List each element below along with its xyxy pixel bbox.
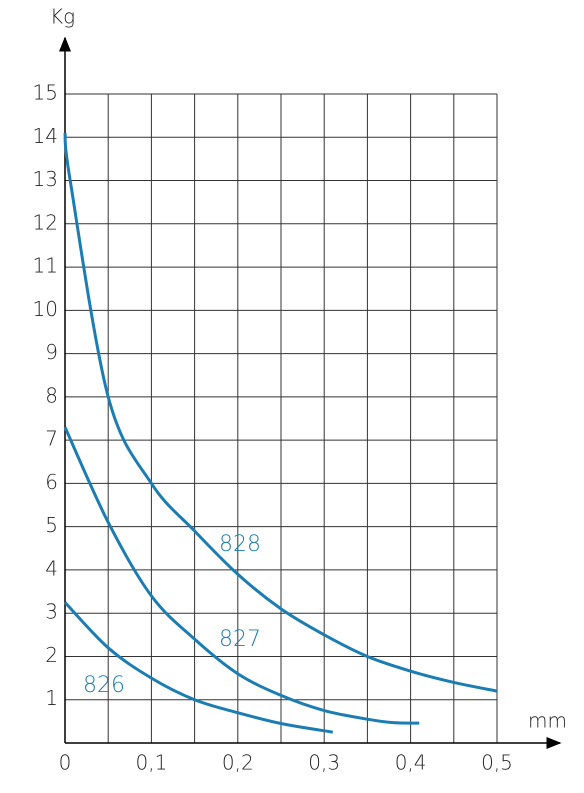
y-tick-label: 3 bbox=[45, 600, 58, 624]
y-tick-label: 1 bbox=[45, 686, 58, 710]
x-tick-label: 0,2 bbox=[222, 751, 254, 775]
y-tick-label: 15 bbox=[33, 81, 58, 105]
x-tick-label: 0,4 bbox=[395, 751, 427, 775]
y-tick-label: 5 bbox=[45, 513, 58, 537]
grid bbox=[65, 93, 498, 743]
line-series bbox=[63, 132, 498, 693]
y-tick-label: 11 bbox=[33, 254, 58, 278]
y-axis-label: Kg bbox=[50, 5, 75, 29]
x-axis-label: mm bbox=[528, 709, 567, 733]
x-tick-label: 0,5 bbox=[481, 751, 513, 775]
y-tick-label: 2 bbox=[45, 643, 58, 667]
x-tick-label: 0 bbox=[59, 751, 72, 775]
line-series bbox=[63, 601, 334, 734]
y-tick-label: 4 bbox=[45, 556, 58, 580]
y-tick-label: 12 bbox=[33, 210, 58, 234]
y-tick-label: 6 bbox=[45, 470, 58, 494]
y-tick-label: 7 bbox=[45, 427, 58, 451]
y-tick-label: 14 bbox=[33, 124, 58, 148]
x-tick-label: 0,1 bbox=[135, 751, 167, 775]
y-tick-label: 9 bbox=[45, 340, 58, 364]
series-label: 828 bbox=[219, 532, 261, 557]
line-series bbox=[63, 426, 420, 725]
y-tick-label: 10 bbox=[33, 297, 58, 321]
x-tick-label: 0,3 bbox=[308, 751, 340, 775]
y-tick-label: 13 bbox=[33, 167, 58, 191]
y-tick-label: 8 bbox=[45, 383, 58, 407]
series-label: 826 bbox=[83, 673, 125, 698]
series-label: 827 bbox=[219, 627, 261, 652]
